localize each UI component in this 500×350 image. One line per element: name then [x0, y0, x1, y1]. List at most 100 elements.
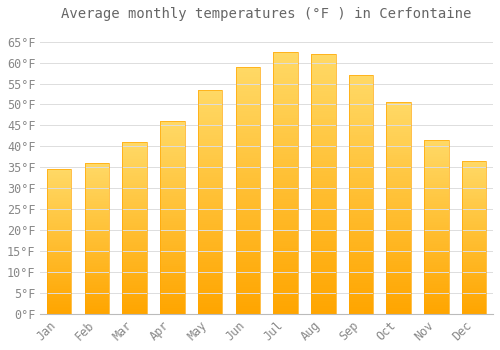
Bar — [84, 293, 109, 294]
Bar — [47, 185, 72, 187]
Bar — [47, 311, 72, 313]
Bar — [274, 125, 298, 128]
Bar — [198, 267, 222, 269]
Bar — [198, 130, 222, 132]
Bar — [84, 178, 109, 180]
Bar — [236, 294, 260, 296]
Bar — [122, 172, 147, 173]
Bar — [348, 142, 374, 144]
Bar — [236, 247, 260, 250]
Bar — [311, 145, 336, 148]
Bar — [311, 65, 336, 67]
Bar — [236, 166, 260, 168]
Bar — [47, 187, 72, 188]
Bar — [198, 175, 222, 177]
Bar — [311, 197, 336, 199]
Bar — [386, 102, 411, 314]
Bar — [47, 197, 72, 198]
Bar — [47, 239, 72, 240]
Bar — [160, 210, 184, 212]
Bar — [236, 215, 260, 217]
Bar — [198, 148, 222, 150]
Bar — [348, 130, 374, 132]
Bar — [236, 257, 260, 259]
Bar — [274, 233, 298, 235]
Bar — [274, 94, 298, 97]
Bar — [160, 304, 184, 306]
Bar — [236, 302, 260, 304]
Bar — [462, 208, 486, 210]
Bar — [198, 224, 222, 226]
Bar — [47, 281, 72, 282]
Bar — [84, 232, 109, 234]
Bar — [424, 149, 448, 150]
Bar — [84, 260, 109, 261]
Bar — [160, 121, 184, 314]
Bar — [236, 259, 260, 262]
Bar — [236, 161, 260, 163]
Bar — [274, 178, 298, 180]
Bar — [386, 293, 411, 295]
Bar — [348, 161, 374, 163]
Bar — [274, 217, 298, 220]
Bar — [84, 247, 109, 249]
Bar — [47, 294, 72, 295]
Bar — [122, 240, 147, 242]
Bar — [462, 220, 486, 222]
Bar — [386, 138, 411, 140]
Bar — [462, 199, 486, 201]
Bar — [311, 67, 336, 70]
Bar — [311, 257, 336, 259]
Bar — [160, 129, 184, 131]
Bar — [47, 269, 72, 271]
Bar — [311, 298, 336, 301]
Bar — [122, 190, 147, 192]
Bar — [47, 229, 72, 230]
Bar — [462, 311, 486, 312]
Bar — [424, 303, 448, 305]
Bar — [311, 233, 336, 236]
Bar — [462, 164, 486, 166]
Bar — [160, 222, 184, 223]
Bar — [462, 179, 486, 181]
Bar — [84, 189, 109, 190]
Bar — [424, 312, 448, 314]
Bar — [47, 214, 72, 216]
Bar — [47, 195, 72, 197]
Bar — [424, 264, 448, 265]
Bar — [236, 102, 260, 104]
Bar — [236, 217, 260, 220]
Bar — [198, 97, 222, 99]
Bar — [47, 268, 72, 269]
Bar — [47, 245, 72, 246]
Bar — [424, 144, 448, 145]
Bar — [236, 111, 260, 114]
Bar — [122, 209, 147, 211]
Bar — [47, 177, 72, 178]
Bar — [236, 292, 260, 294]
Bar — [122, 297, 147, 299]
Bar — [47, 241, 72, 243]
Bar — [311, 252, 336, 254]
Bar — [84, 284, 109, 285]
Bar — [160, 131, 184, 133]
Bar — [311, 270, 336, 272]
Bar — [122, 197, 147, 199]
Bar — [160, 146, 184, 148]
Bar — [462, 247, 486, 248]
Bar — [386, 282, 411, 284]
Bar — [122, 244, 147, 245]
Bar — [84, 198, 109, 199]
Bar — [47, 302, 72, 304]
Bar — [311, 244, 336, 246]
Bar — [386, 109, 411, 111]
Bar — [311, 288, 336, 290]
Bar — [198, 265, 222, 267]
Bar — [122, 180, 147, 182]
Bar — [198, 184, 222, 186]
Bar — [274, 235, 298, 238]
Bar — [348, 111, 374, 113]
Bar — [122, 159, 147, 161]
Bar — [311, 262, 336, 265]
Bar — [348, 175, 374, 178]
